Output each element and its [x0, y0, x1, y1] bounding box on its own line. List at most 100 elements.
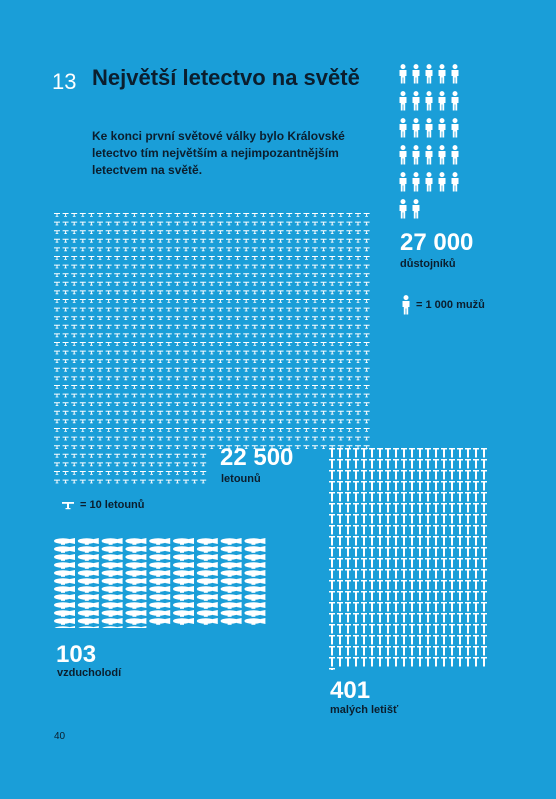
plane-icon: [88, 410, 95, 415]
airfield-icon: [441, 470, 447, 480]
airfield-icon: [377, 514, 383, 524]
airship-icon: [125, 618, 147, 625]
plane-icon: [355, 359, 361, 363]
airfield-icon: [449, 613, 455, 623]
airfield-icon: [377, 481, 383, 491]
airfield-icon: [377, 580, 383, 590]
plane-icon: [191, 471, 198, 475]
airfield-icon: [449, 657, 455, 667]
plane-icon: [200, 479, 207, 484]
plane-icon: [243, 273, 250, 277]
plane-icon: [88, 453, 95, 458]
plane-icon: [148, 273, 155, 277]
plane-icon: [54, 359, 60, 363]
airfield-icon: [409, 558, 415, 568]
plane-icon: [114, 221, 121, 226]
airfield-icon: [361, 503, 367, 513]
plane-icon: [294, 385, 301, 389]
plane-icon: [174, 428, 181, 432]
plane-icon: [148, 445, 155, 449]
airfield-icon: [457, 459, 463, 469]
plane-icon: [346, 256, 353, 260]
plane-icon: [260, 299, 267, 303]
airfield-icon: [393, 624, 399, 634]
plane-icon: [140, 264, 146, 269]
plane-icon: [226, 247, 232, 252]
plane-icon: [337, 350, 344, 355]
plane-icon: [62, 471, 69, 475]
plane-icon: [303, 247, 310, 252]
airfield-icon: [393, 635, 399, 645]
plane-icon: [226, 350, 232, 355]
plane-icon: [62, 299, 69, 303]
plane-icon: [269, 316, 275, 320]
plane-icon: [174, 256, 181, 260]
plane-icon: [148, 453, 155, 458]
plane-icon: [208, 410, 215, 415]
plane-icon: [346, 230, 353, 234]
airfield-icon: [425, 492, 431, 502]
airfield-icon: [329, 580, 335, 590]
plane-icon: [251, 436, 258, 441]
airfield-icon: [409, 503, 415, 513]
airfield-icon: [369, 613, 375, 623]
plane-icon: [54, 445, 60, 449]
plane-icon: [243, 213, 250, 217]
plane-icon: [312, 316, 318, 320]
plane-icon: [62, 359, 69, 363]
airship-icon: [54, 570, 75, 577]
plane-icon: [200, 462, 207, 467]
person-icon: [402, 295, 410, 315]
person-icon: [399, 91, 407, 111]
plane-icon: [183, 419, 189, 424]
airfield-icon: [441, 624, 447, 634]
plane-icon: [355, 428, 361, 432]
plane-icon: [346, 273, 353, 277]
plane-icon: [165, 453, 172, 458]
plane-icon: [200, 324, 207, 329]
plane-icon: [174, 453, 181, 458]
plane-icon: [157, 410, 164, 415]
plane-icon: [122, 316, 129, 320]
plane-icon: [157, 213, 164, 217]
plane-icon: [337, 359, 344, 363]
plane-icon: [260, 419, 267, 424]
airfield-icon: [473, 448, 479, 458]
airfield-icon: [353, 536, 359, 546]
plane-icon: [363, 350, 370, 355]
plane-icon: [105, 299, 112, 303]
plane-icon: [208, 230, 215, 234]
airship-icon: [101, 554, 123, 561]
plane-icon: [320, 264, 327, 269]
plane-icon: [157, 393, 164, 398]
plane-icon: [243, 307, 250, 312]
plane-icon: [251, 247, 258, 252]
plane-icon: [148, 462, 155, 467]
person-icon: [412, 199, 420, 219]
plane-icon: [303, 402, 310, 406]
plane-icon: [131, 419, 138, 424]
plane-icon: [174, 316, 181, 320]
plane-icon: [208, 342, 215, 346]
plane-icon: [337, 247, 344, 252]
plane-icon: [79, 436, 86, 441]
plane-icon: [217, 445, 224, 449]
plane-icon: [226, 376, 232, 381]
plane-icon: [226, 273, 232, 277]
plane-icon: [234, 350, 241, 355]
plane-icon: [79, 471, 86, 475]
plane-icon: [217, 273, 224, 277]
plane-icon: [286, 299, 293, 303]
airship-icon: [196, 554, 218, 561]
person-icon: [412, 172, 420, 192]
airfield-icon: [345, 536, 351, 546]
plane-icon: [286, 367, 293, 372]
plane-icon: [208, 316, 215, 320]
plane-icon: [97, 367, 103, 372]
plane-icon: [286, 307, 293, 312]
plane-icon: [165, 410, 172, 415]
plane-icon: [312, 342, 318, 346]
plane-icon: [191, 359, 198, 363]
airfield-icon: [353, 503, 359, 513]
airfield-icon: [369, 657, 375, 667]
